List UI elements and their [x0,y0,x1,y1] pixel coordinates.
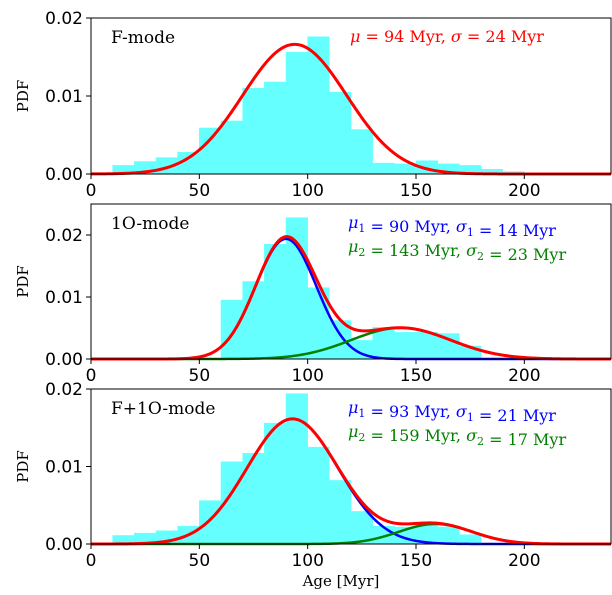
histogram-bar [459,534,482,545]
y-tick-label: 0.01 [45,288,83,308]
x-tick-label: 50 [189,551,211,571]
histogram-bar [372,162,395,175]
x-tick-label: 150 [400,366,432,386]
fit-annotation-2: μ2 = 159 Myr, σ2 = 17 Myr [348,422,566,449]
x-tick-label: 100 [291,551,323,571]
histogram-bar [199,500,222,545]
histogram-bar [220,120,243,175]
panel-label: F-mode [111,28,175,48]
x-tick-label: 100 [291,366,323,386]
x-tick-label: 50 [189,366,211,386]
panel-3: 0 50 100 150 200 0.00 0.01 0.02 PDF F+1O-mode μ1 =… [14,380,612,590]
histogram-bar [415,332,438,360]
x-tick-label: 100 [291,181,323,201]
total-fit-curve [91,417,611,546]
histogram-bar [394,332,417,360]
y-axis-label: PDF [14,265,32,298]
y-tick-label: 0.02 [45,380,83,400]
x-tick-label: 200 [508,181,540,201]
y-tick-label: 0.00 [45,165,83,185]
y-tick-label: 0.02 [45,226,83,246]
panel-label: 1O-mode [111,214,189,234]
histogram-bar [220,299,243,360]
histogram-bar [307,446,330,545]
x-tick-label: 200 [508,551,540,571]
histogram-bar [264,81,287,175]
y-axis-label: PDF [14,80,32,113]
y-tick-label: 0.00 [45,535,83,555]
histogram-bar [285,52,308,175]
x-tick-label: 150 [400,181,432,201]
panel-1: 0 50 100 150 200 0.00 0.01 0.02 PDF F-mode μ = 94 … [14,9,612,201]
x-tick-label: 50 [189,181,211,201]
x-tick-label: 0 [86,181,97,201]
y-axis-label: PDF [14,450,32,483]
histogram-bar [264,422,287,545]
histogram-bar [329,480,352,545]
x-axis-label: Age [Myr] [302,572,380,590]
y-tick-label: 0.01 [45,87,83,107]
histogram-bar [242,453,265,545]
axes-frame [90,203,612,360]
panel-2: 0 50 100 150 200 0.00 0.01 0.02 PDF 1O-mode μ1 = 9… [14,203,612,386]
histogram-bar [242,87,265,175]
fit-annotation-1: μ1 = 90 Myr, σ1 = 14 Myr [348,213,556,240]
fit-annotation-1: μ1 = 93 Myr, σ1 = 21 Myr [348,398,556,425]
histogram-bar [199,127,222,175]
fit-annotation-2: μ2 = 143 Myr, σ2 = 23 Myr [348,237,566,264]
y-tick-label: 0.02 [45,9,83,29]
x-tick-label: 0 [86,551,97,571]
histogram-bar [350,129,373,175]
panel-label: F+1O-mode [111,399,215,419]
y-tick-label: 0.01 [45,458,83,478]
histogram-bar [329,91,352,175]
fit-annotation-1: μ = 94 Myr, σ = 24 Myr [350,27,544,46]
x-tick-label: 0 [86,366,97,386]
histogram-bar [437,526,460,545]
histogram-bar [285,393,308,545]
y-tick-label: 0.00 [45,350,83,370]
x-tick-label: 150 [400,551,432,571]
x-tick-label: 200 [508,366,540,386]
